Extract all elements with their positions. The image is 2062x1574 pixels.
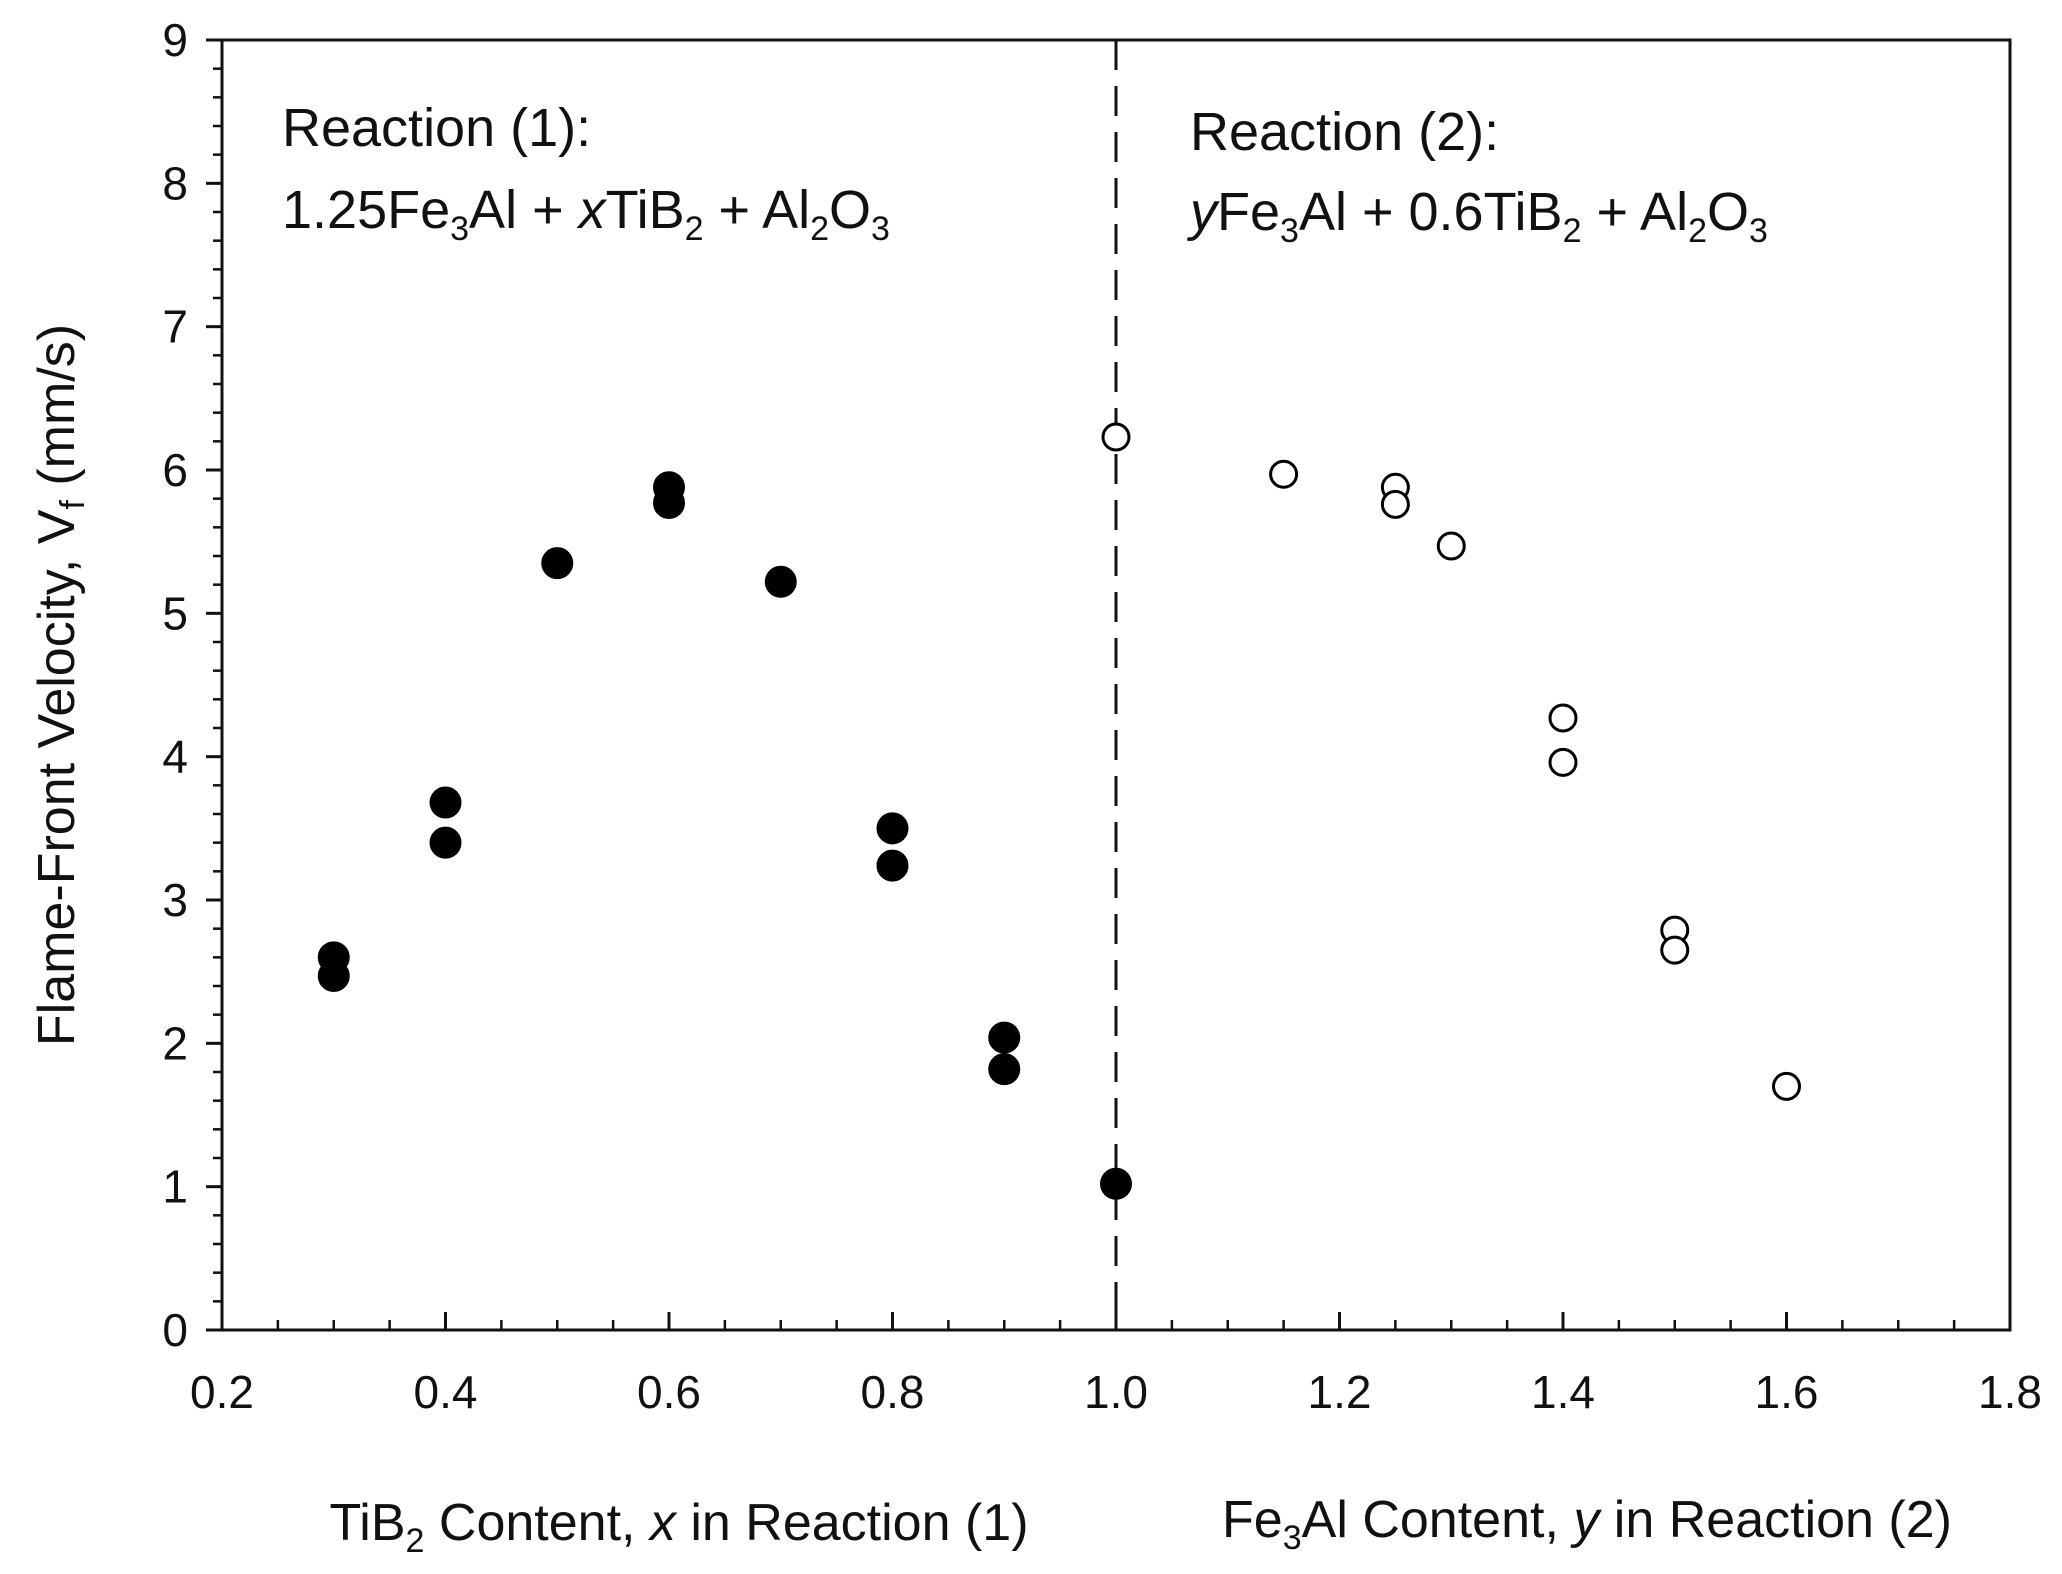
y-tick-label: 8: [162, 157, 188, 209]
annotation-left-equation-part: 2: [810, 210, 829, 248]
annotation-right-title: Reaction (2):: [1190, 102, 1499, 162]
annotation-left-equation-part: 1.25Fe: [282, 180, 450, 240]
x-axis-title-right-mid: Al Content,: [1302, 1491, 1574, 1549]
annotation-right-equation-part: 2: [1688, 212, 1707, 250]
x-tick-label: 0.6: [637, 1366, 701, 1418]
reaction-1-point: [653, 486, 685, 519]
y-tick-label: 1: [162, 1161, 188, 1213]
annotation-right-equation-part: 3: [1749, 212, 1768, 250]
annotation-left-equation-part: Al +: [469, 180, 579, 240]
x-axis-title-left-post: in Reaction (1): [676, 1494, 1029, 1552]
x-axis-title-right-var: y: [1570, 1491, 1602, 1549]
y-tick-label: 7: [162, 301, 188, 353]
reaction-1-point: [429, 786, 462, 819]
reaction-2-point: [1660, 935, 1690, 965]
minor-ticks: [213, 67, 1956, 1330]
annotation-left-equation-part: TiB: [606, 180, 685, 240]
x-tick-labels: 0.2 0.4 0.6 0.8 1.0 1.2 1.4 1.6 1.8: [190, 1366, 2042, 1418]
y-tick-label: 5: [162, 587, 188, 639]
reaction-2-point: [1269, 459, 1299, 489]
reaction-2-point: [1436, 531, 1466, 561]
annotation-left-equation-part: 3: [450, 210, 469, 248]
y-tick-label: 4: [162, 731, 188, 783]
y-tick-label: 0: [162, 1304, 188, 1356]
annotation-right-equation-part: + Al: [1582, 182, 1689, 242]
x-axis-title-left-var: x: [647, 1494, 678, 1552]
reaction-2-point: [1548, 703, 1578, 733]
y-axis-title: Flame-Front Velocity, Vf (mm/s): [28, 324, 92, 1046]
reaction-1-point: [876, 812, 909, 845]
y-axis-title-unit: (mm/s): [28, 324, 86, 500]
reaction-1-point: [541, 547, 574, 580]
data-points: [317, 422, 1801, 1200]
x-axis-title-right-sub: 3: [1283, 1519, 1302, 1557]
annotation-left-title: Reaction (1):: [282, 98, 591, 158]
major-ticks: [206, 38, 2012, 1332]
reaction-1-point: [1100, 1167, 1132, 1200]
reaction-1-point: [764, 565, 797, 598]
reaction-1-point: [988, 1053, 1021, 1086]
x-tick-label: 1.2: [1308, 1366, 1372, 1418]
annotation-left-equation-part: + Al: [704, 180, 811, 240]
annotation-left-equation-part: 2: [685, 210, 704, 248]
reaction-2-point: [1380, 489, 1410, 519]
x-tick-label: 0.8: [861, 1366, 925, 1418]
reaction-1-point: [988, 1021, 1021, 1054]
y-tick-label: 6: [162, 444, 188, 496]
annotation-right-equation-part: 2: [1563, 212, 1582, 250]
x-axis-title-left: TiB2 Content, x in Reaction (1): [329, 1494, 1028, 1560]
reaction-2-point: [1101, 422, 1131, 452]
x-tick-label: 1.8: [1978, 1366, 2042, 1418]
y-tick-labels: 0 1 2 3 4 5 6 7 8 9: [162, 14, 188, 1356]
reaction-1-point: [429, 826, 462, 859]
y-axis-title-sub: f: [54, 500, 92, 510]
annotation-right-equation: yFe3Al + 0.6TiB2 + Al2O3: [1186, 182, 1768, 250]
x-tick-label: 1.4: [1531, 1366, 1595, 1418]
y-tick-label: 9: [162, 14, 188, 66]
annotation-right-equation-part: O: [1707, 182, 1749, 242]
x-axis-title-right-post: in Reaction (2): [1599, 1491, 1952, 1549]
x-axis-title-left-mid: Content,: [424, 1494, 649, 1552]
y-tick-label: 3: [162, 874, 188, 926]
annotation-right-equation-part: 3: [1280, 212, 1299, 250]
x-tick-label: 1.0: [1084, 1366, 1148, 1418]
annotation-left-equation-part: x: [576, 180, 608, 240]
x-axis-title-left-sub: 2: [406, 1522, 425, 1560]
x-axis-title-left-pre: TiB: [329, 1494, 405, 1552]
reaction-1-point: [317, 959, 350, 992]
reaction-2-point: [1548, 747, 1578, 777]
annotation-left-equation-part: O: [829, 180, 871, 240]
y-tick-label: 2: [162, 1017, 188, 1069]
x-tick-label: 0.2: [190, 1366, 254, 1418]
x-tick-label: 1.6: [1755, 1366, 1819, 1418]
annotation-right-equation-part: Al + 0.6TiB: [1299, 182, 1563, 242]
x-axis-title-right: Fe3Al Content, y in Reaction (2): [1222, 1491, 1952, 1557]
annotation-right-equation-part: Fe: [1217, 182, 1280, 242]
annotation-right-equation-part: y: [1186, 182, 1220, 242]
x-axis-title-right-pre: Fe: [1222, 1491, 1283, 1549]
x-tick-label: 0.4: [414, 1366, 478, 1418]
reaction-2-point: [1772, 1071, 1801, 1101]
annotation-left-equation-part: 3: [871, 210, 890, 248]
reaction-1-point: [876, 849, 909, 882]
annotation-left-equation: 1.25Fe3Al + xTiB2 + Al2O3: [282, 180, 890, 248]
y-axis-title-main: Flame-Front Velocity, V: [28, 509, 86, 1046]
